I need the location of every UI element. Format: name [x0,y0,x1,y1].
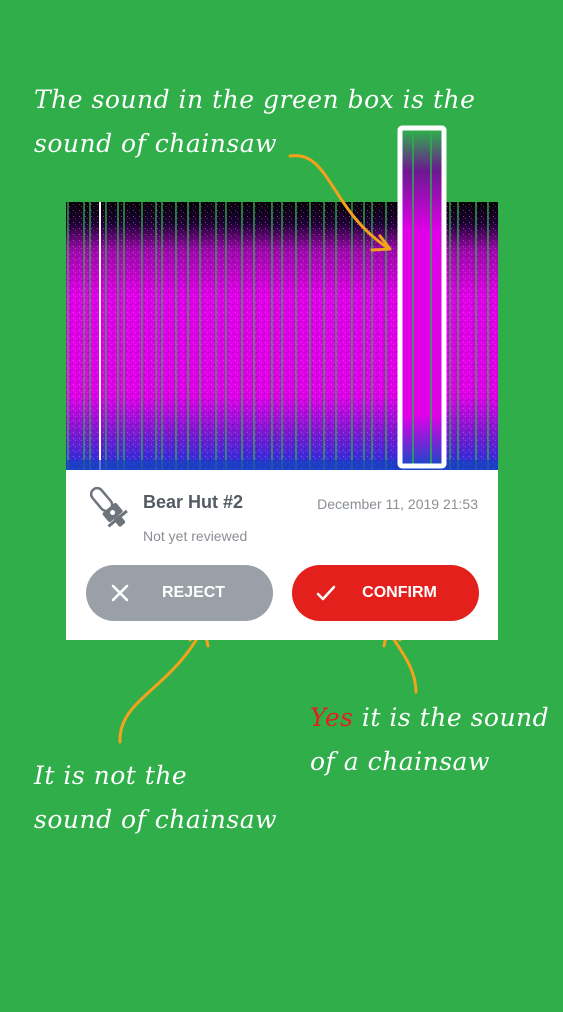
annotation-top: The sound in the green box is the sound … [34,85,476,158]
annotation-confirm: Yes it is the sound of a chainsaw [310,696,560,784]
reject-label: REJECT [161,584,226,601]
annotation-reject: It is not the sound of chainsaw [34,761,278,834]
reject-button[interactable]: REJECT [86,565,273,621]
annotation-confirm-text: it is the sound of a chainsaw [310,703,550,776]
annotation-yes: Yes [310,703,354,732]
card-date: December 11, 2019 21:53 [317,496,478,512]
card-title: Bear Hut #2 [143,492,244,512]
check-icon [316,585,336,601]
spectrogram [66,202,498,470]
close-icon [111,584,129,602]
spectrogram-image [66,202,498,470]
chainsaw-icon [89,486,128,528]
review-status: Not yet reviewed [143,528,248,544]
arrow-to-reject [118,626,210,744]
confirm-label: CONFIRM [362,584,437,601]
detection-card: Bear Hut #2 December 11, 2019 21:53 Not … [66,470,498,640]
confirm-button[interactable]: CONFIRM [292,565,479,621]
